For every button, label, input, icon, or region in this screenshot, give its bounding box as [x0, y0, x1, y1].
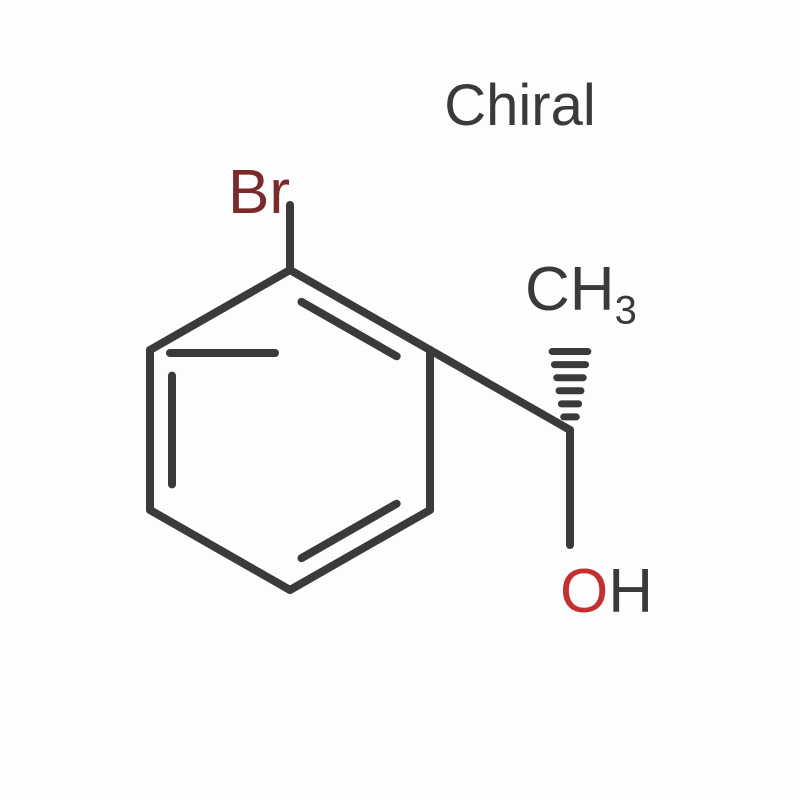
chiral-annotation: Chiral [444, 73, 596, 138]
oh-label: OH [560, 557, 653, 626]
ch3-label: CH3 [525, 255, 637, 333]
molecule-diagram: Br CH3 OH Chiral [0, 0, 800, 800]
br-label: Br [228, 158, 290, 227]
